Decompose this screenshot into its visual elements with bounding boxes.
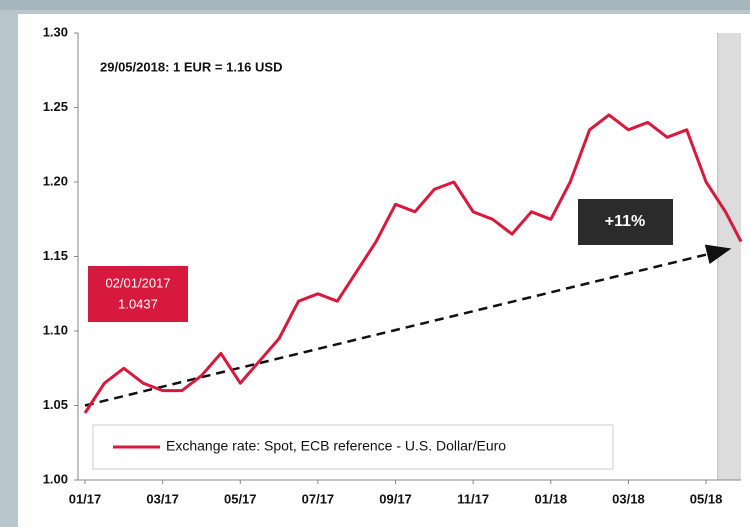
legend-label: Exchange rate: Spot, ECB reference - U.S… [166, 438, 506, 454]
x-tick-label: 03/18 [612, 491, 645, 506]
x-tick-label: 01/18 [535, 491, 568, 506]
x-tick-label: 09/17 [379, 491, 412, 506]
x-tick-label: 11/17 [457, 491, 489, 506]
y-tick-label: 1.00 [43, 471, 68, 486]
trend-arrow [84, 244, 732, 407]
top-strip [0, 0, 750, 10]
y-tick-label: 1.30 [43, 24, 68, 39]
series-line [83, 113, 743, 414]
start-label-value: 1.0437 [118, 296, 158, 311]
x-tick-label: 05/17 [224, 491, 257, 506]
x-tick-label: 07/17 [302, 491, 335, 506]
start-label-date: 02/01/2017 [105, 275, 170, 290]
y-tick-label: 1.15 [43, 248, 68, 263]
y-tick-label: 1.20 [43, 173, 68, 188]
y-tick-label: 1.05 [43, 397, 68, 412]
y-tick-label: 1.25 [43, 99, 68, 114]
change-label: +11% [605, 213, 645, 230]
legend-box [92, 424, 614, 470]
change-label-box [578, 199, 673, 245]
x-tick-label: 05/18 [690, 491, 723, 506]
y-tick-label: 1.10 [43, 322, 68, 337]
shaded-region [717, 33, 741, 480]
x-tick-label: 01/17 [69, 491, 102, 506]
start-label-box [88, 266, 188, 322]
chart-title: 29/05/2018: 1 EUR = 1.16 USD [100, 59, 282, 74]
x-tick-label: 03/17 [146, 491, 179, 506]
